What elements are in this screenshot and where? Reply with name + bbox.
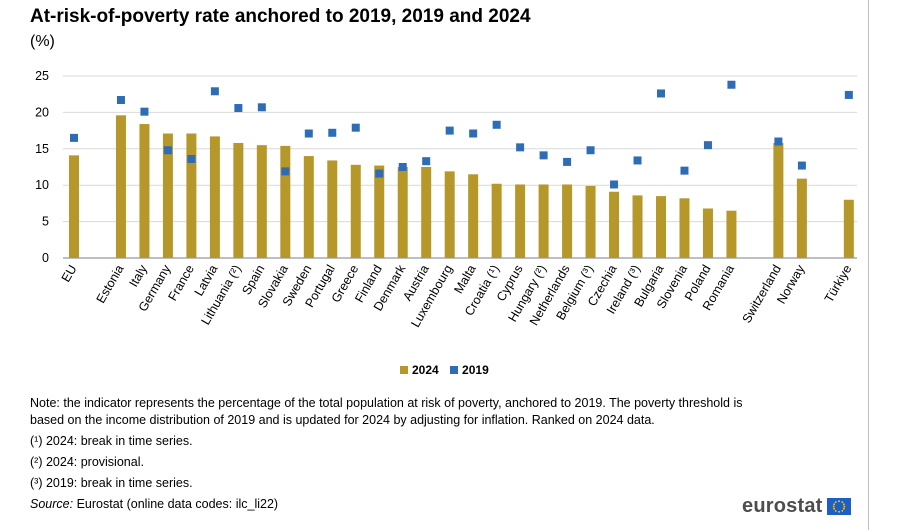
marker-2019-germany: [163, 146, 172, 155]
marker-2019-portugal: [328, 128, 337, 137]
bar-2024-spain: [256, 145, 267, 258]
bar-2024-luxembourg: [444, 171, 455, 258]
chart-unit: (%): [30, 33, 55, 50]
marker-2019-greece: [351, 123, 360, 132]
marker-2019-t-rkiye: [844, 90, 853, 99]
legend-swatch-2024: [400, 366, 408, 374]
marker-2019-cyprus: [516, 143, 525, 152]
legend-item-2024: 2024: [400, 363, 439, 377]
x-tick-label-italy: Italy: [126, 262, 150, 290]
marker-2019-czechia: [610, 180, 619, 189]
marker-2019-denmark: [398, 163, 407, 171]
marker-2019-hungary: [539, 151, 548, 160]
x-tick-label-estonia: Estonia: [94, 262, 127, 305]
bar-2024-sweden: [303, 156, 314, 258]
legend: 2024 2019: [400, 363, 497, 377]
bar-2024-switzerland: [773, 142, 784, 258]
marker-2019-poland: [703, 141, 712, 150]
marker-2019-belgium: [586, 146, 595, 155]
bar-2024-belgium: [585, 185, 596, 258]
marker-2019-malta: [469, 129, 478, 138]
bar-2024-latvia: [209, 136, 220, 258]
bar-2024-ireland: [632, 195, 643, 258]
chart-title: At-risk-of-poverty rate anchored to 2019…: [30, 6, 531, 27]
legend-swatch-2019: [450, 366, 459, 374]
y-tick-label-20: 20: [35, 105, 49, 119]
footnote-1: (¹) 2024: break in time series.: [30, 434, 193, 448]
bar-2024-france: [186, 133, 197, 258]
chart-frame: [868, 0, 869, 530]
marker-2019-bulgaria: [657, 89, 665, 98]
bar-2024-italy: [139, 124, 150, 258]
eu-flag-icon: [826, 498, 851, 515]
marker-2019-eu: [70, 133, 78, 142]
x-tick-label-t-rkiye: Türkiye: [822, 262, 855, 305]
bar-2024-finland: [374, 165, 385, 258]
bar-2024-austria: [421, 167, 432, 258]
bar-2024-denmark: [397, 167, 408, 258]
bar-2024-t-rkiye: [843, 199, 854, 258]
bar-2024-slovakia: [280, 145, 291, 258]
bar-2024-malta: [468, 174, 479, 258]
eurostat-logo: eurostat: [742, 495, 851, 518]
bar-2024-cyprus: [515, 184, 526, 258]
marker-2019-italy: [140, 107, 149, 116]
y-tick-label-5: 5: [42, 215, 49, 229]
marker-2019-switzerland: [774, 137, 783, 146]
bar-2024-hungary: [538, 184, 549, 258]
footnote-2: (²) 2024: provisional.: [30, 455, 144, 469]
bar-2024-croatia: [491, 183, 502, 258]
footnote-3: (³) 2019: break in time series.: [30, 476, 193, 490]
source-line: Source: Eurostat (online data codes: ilc…: [30, 496, 750, 513]
marker-2019-sweden: [304, 129, 313, 138]
marker-2019-croatia: [492, 120, 501, 129]
y-tick-label-10: 10: [35, 178, 49, 192]
bar-2024-bulgaria: [656, 196, 666, 258]
x-tick-label-eu: EU: [59, 263, 80, 285]
marker-2019-norway: [797, 161, 806, 170]
bar-2024-lithuania: [233, 142, 244, 258]
note-main: Note: the indicator represents the perce…: [30, 396, 743, 427]
bar-2024-poland: [702, 208, 713, 258]
bar-2024-greece: [350, 164, 361, 258]
notes: Note: the indicator represents the perce…: [30, 395, 750, 513]
marker-2019-spain: [257, 103, 266, 112]
y-tick-label-0: 0: [42, 251, 49, 265]
marker-2019-slovakia: [281, 167, 290, 176]
bar-2024-estonia: [115, 115, 126, 258]
bar-2024-eu: [69, 155, 79, 258]
bar-2024-romania: [726, 210, 737, 258]
marker-2019-latvia: [210, 87, 219, 96]
marker-2019-lithuania: [234, 104, 243, 113]
marker-2019-france: [187, 154, 196, 163]
legend-label-2019: 2019: [462, 363, 489, 377]
source-text: Eurostat (online data codes: ilc_li22): [76, 497, 279, 511]
bar-2024-portugal: [327, 160, 338, 258]
marker-2019-estonia: [116, 96, 125, 105]
bar-2024-germany: [162, 133, 173, 258]
marker-2019-slovenia: [680, 166, 689, 175]
legend-label-2024: 2024: [412, 363, 439, 377]
source-label: Source:: [30, 497, 74, 511]
legend-item-2019: 2019: [450, 363, 489, 377]
marker-2019-luxembourg: [445, 126, 454, 135]
bar-2024-netherlands: [562, 184, 573, 258]
marker-2019-finland: [375, 169, 384, 178]
marker-2019-austria: [422, 157, 431, 166]
bar-2024-norway: [796, 178, 807, 258]
marker-2019-netherlands: [563, 157, 572, 166]
y-tick-label-25: 25: [35, 69, 49, 83]
y-tick-label-15: 15: [35, 142, 49, 156]
bar-2024-czechia: [609, 191, 620, 258]
marker-2019-ireland: [633, 156, 642, 165]
logo-text: eurostat: [742, 495, 823, 517]
marker-2019-romania: [727, 80, 736, 89]
bar-2024-slovenia: [679, 198, 690, 258]
